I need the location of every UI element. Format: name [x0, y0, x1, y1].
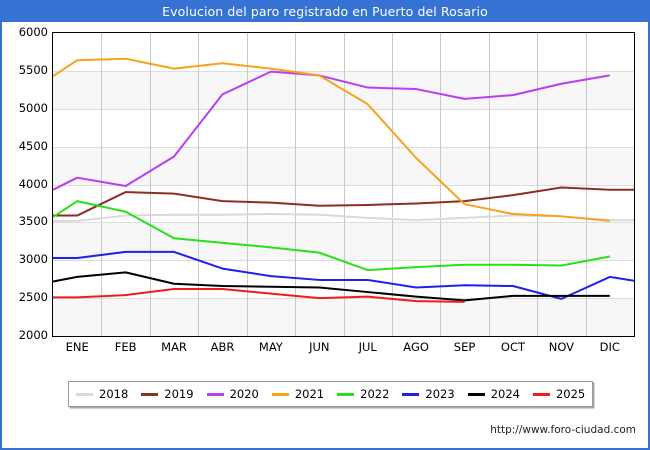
horizontal-gridline: [53, 222, 634, 223]
y-axis-tick-label: 3500: [18, 214, 48, 229]
legend-swatch-icon: [141, 392, 159, 396]
x-axis-tick-label: SEP: [453, 340, 476, 354]
legend-swatch-icon: [337, 392, 355, 396]
legend-item-label: 2023: [425, 387, 455, 401]
legend-item-label: 2019: [164, 387, 194, 401]
x-axis-tick-label: JUN: [309, 340, 330, 354]
y-axis-tick-label: 2500: [18, 290, 48, 305]
vertical-gridline: [198, 33, 199, 336]
y-axis-tick-label: 4500: [18, 138, 48, 153]
vertical-gridline: [586, 33, 587, 336]
x-axis-tick-label: FEB: [114, 340, 137, 354]
series-line-2023: [53, 250, 634, 300]
x-axis-tick-label: MAR: [161, 340, 187, 354]
legend-item-2024[interactable]: 2024: [467, 387, 520, 401]
x-axis-labels: ENE FEB MAR ABR MAY JUN JUL AGO SEP OCT NOV DIC: [53, 340, 634, 358]
vertical-gridline: [295, 33, 296, 336]
window-title-bar: Evolucion del paro registrado en Puerto …: [0, 0, 650, 22]
series-line-2025: [53, 288, 465, 303]
y-axis-tick-label: 4000: [18, 176, 48, 191]
x-axis-tick-label: ENE: [65, 340, 89, 354]
legend-item-label: 2021: [294, 387, 325, 401]
horizontal-gridline: [53, 185, 634, 186]
vertical-gridline: [392, 33, 393, 336]
y-axis-tick-label: 2000: [18, 328, 48, 342]
series-line-2020: [53, 70, 610, 191]
legend-item-label: 2020: [229, 387, 259, 401]
y-axis-tick-label: 5000: [18, 100, 48, 115]
legend-swatch-icon: [532, 392, 550, 396]
horizontal-gridline: [53, 71, 634, 72]
series-line-2021: [53, 57, 610, 222]
x-axis-tick-label: OCT: [500, 340, 526, 354]
legend-item-2018[interactable]: 2018: [76, 387, 128, 401]
vertical-gridline: [344, 33, 345, 336]
legend-item-label: 2024: [490, 387, 520, 401]
x-axis-tick-label: MAY: [258, 340, 283, 354]
series-line-2019: [53, 186, 634, 217]
legend-swatch-icon: [206, 392, 224, 396]
chart-container: 2000 2500 3000 3500 4000 4500 5000 5500 6000 ENE…: [2, 22, 648, 362]
plot-area: [52, 32, 635, 337]
source-url: http://www.foro-ciudad.com: [490, 424, 636, 436]
legend-item-label: 2018: [99, 387, 129, 401]
legend-item-label: 2025: [555, 387, 586, 401]
horizontal-gridline: [53, 147, 634, 148]
legend-item-2025[interactable]: 2025: [532, 387, 586, 401]
legend-item-label: 2022: [360, 387, 390, 401]
x-axis-tick-label: NOV: [548, 340, 575, 354]
x-axis-tick-label: JUL: [358, 340, 377, 354]
vertical-gridline: [537, 33, 538, 336]
y-axis-labels: 2000 2500 3000 3500 4000 4500 5000 5500 6000: [2, 25, 48, 342]
legend-swatch-icon: [76, 392, 93, 396]
line-series-layer: [53, 57, 634, 303]
y-axis-tick-label: 6000: [18, 25, 48, 39]
vertical-gridline: [101, 33, 102, 336]
horizontal-gridline: [53, 109, 634, 110]
x-axis-tick-label: AGO: [403, 340, 429, 354]
horizontal-gridline: [53, 298, 634, 299]
legend-item-2019[interactable]: 2019: [141, 387, 194, 401]
legend-item-2022[interactable]: 2022: [337, 387, 389, 401]
y-axis-tick-label: 5500: [18, 62, 48, 77]
chart-legend: 2018 2019 2020 2021 2022 2023 2024 2025: [68, 381, 594, 407]
vertical-gridline: [247, 33, 248, 336]
vertical-gridline: [150, 33, 151, 336]
x-axis-tick-label: ABR: [210, 340, 235, 354]
legend-item-2021[interactable]: 2021: [271, 387, 325, 401]
legend-swatch-icon: [467, 392, 485, 396]
y-axis-tick-label: 3000: [18, 252, 48, 267]
legend-item-2023[interactable]: 2023: [402, 387, 455, 401]
legend-item-2020[interactable]: 2020: [206, 387, 259, 401]
x-axis-tick-label: DIC: [599, 340, 620, 354]
page-title: Evolucion del paro registrado en Puerto …: [162, 3, 488, 19]
vertical-gridline: [489, 33, 490, 336]
series-line-2024: [53, 271, 610, 302]
vertical-gridline: [440, 33, 441, 336]
legend-swatch-icon: [402, 392, 420, 396]
series-line-2022: [53, 200, 610, 272]
legend-swatch-icon: [271, 392, 289, 396]
